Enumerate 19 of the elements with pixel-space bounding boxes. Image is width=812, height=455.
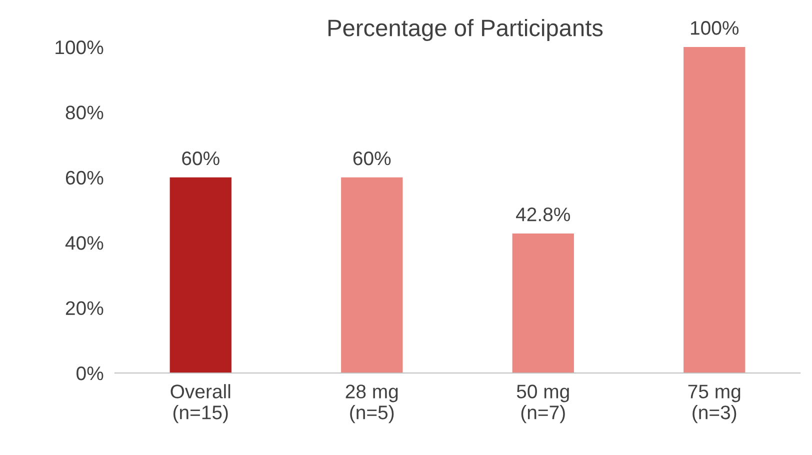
chart-title: Percentage of Participants	[328, 18, 603, 42]
y-tick-label: 20%	[66, 301, 104, 316]
data-label: 42.8%	[516, 208, 570, 222]
x-tick-label: 28 mg (n=5)	[346, 384, 398, 424]
x-tick-label: 75 mg (n=3)	[688, 384, 740, 424]
y-tick-label: 0%	[76, 366, 104, 380]
data-label: 60%	[182, 151, 220, 166]
bar	[170, 177, 232, 373]
bar	[341, 177, 403, 373]
bar	[684, 47, 746, 373]
data-label: 60%	[353, 151, 391, 166]
bar	[512, 233, 574, 373]
y-tick-label: 100%	[56, 40, 104, 54]
x-tick-label: 50 mg (n=7)	[516, 384, 569, 424]
y-tick-label: 80%	[66, 106, 104, 120]
y-tick-label: 40%	[65, 236, 104, 250]
x-tick-label: Overall (n=15)	[170, 384, 230, 424]
y-tick-label: 60%	[66, 170, 104, 185]
data-label: 100%	[690, 21, 739, 35]
